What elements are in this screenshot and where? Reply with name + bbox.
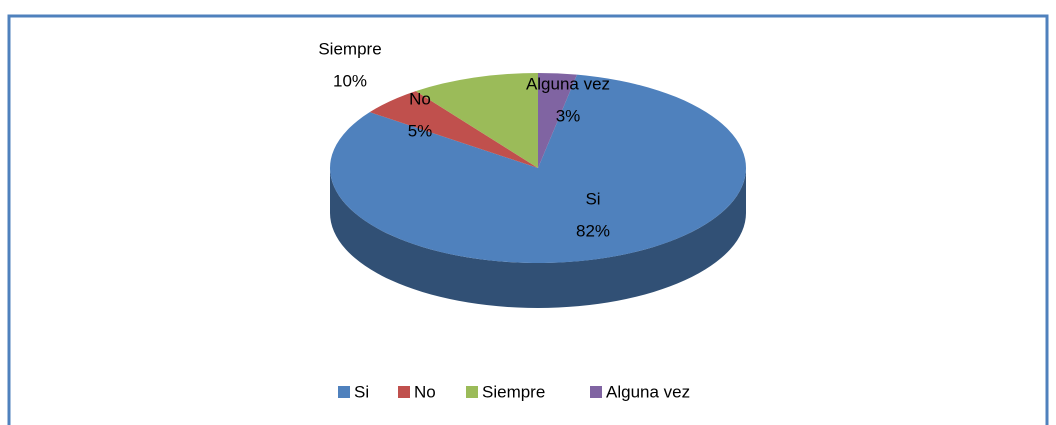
data-label-value: 3% [556, 106, 581, 125]
legend-label: Si [354, 382, 369, 401]
data-label-value: 5% [408, 121, 433, 140]
pie-slice [369, 91, 538, 168]
data-label-name: No [409, 89, 431, 108]
pie-slice [329, 74, 746, 263]
legend-swatch [466, 386, 478, 398]
pie-slice [538, 73, 577, 168]
legend-swatch [590, 386, 602, 398]
legend-swatch [398, 386, 410, 398]
data-label-value: 82% [576, 221, 610, 240]
legend-label: Siempre [482, 382, 545, 401]
legend-swatch [338, 386, 350, 398]
pie-slice [415, 73, 538, 168]
pie-side [330, 168, 746, 308]
data-label-value: 10% [333, 71, 367, 90]
data-label-name: Siempre [318, 39, 381, 58]
legend-label: No [414, 382, 436, 401]
data-label-name: Alguna vez [526, 74, 610, 93]
data-label-name: Si [585, 189, 600, 208]
legend-label: Alguna vez [606, 382, 690, 401]
